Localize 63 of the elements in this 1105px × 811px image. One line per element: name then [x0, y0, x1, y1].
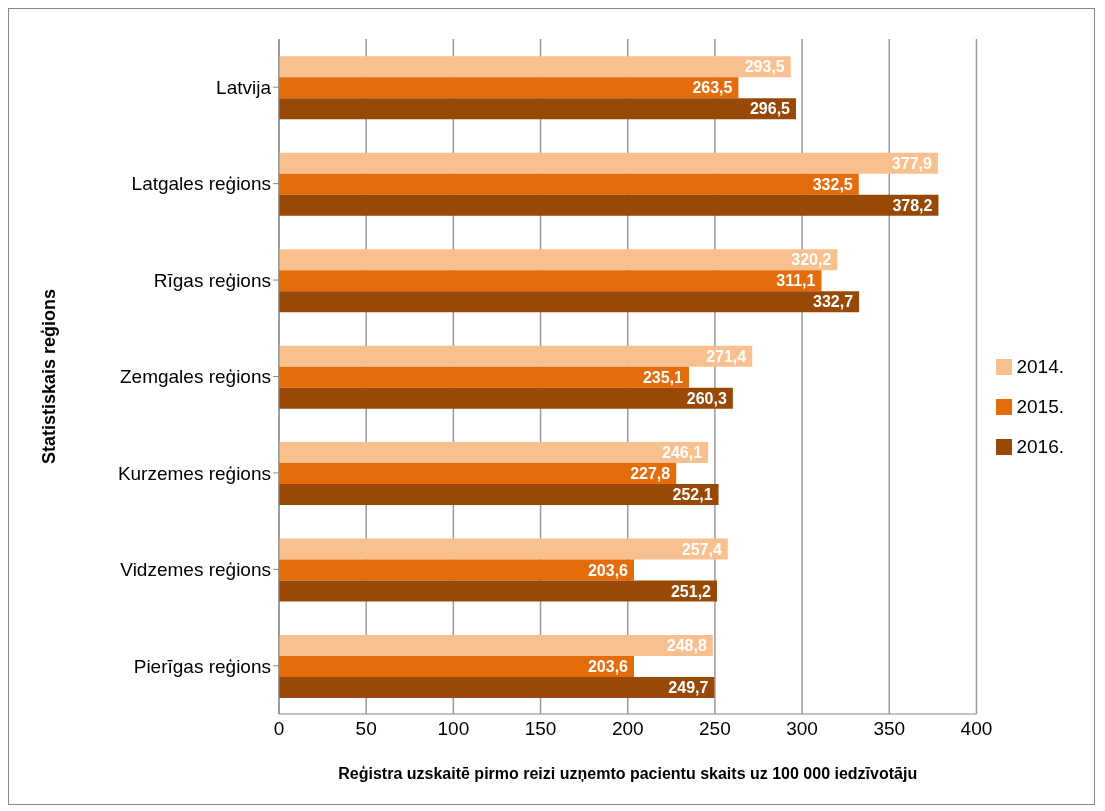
bar	[279, 249, 838, 271]
bar	[279, 291, 860, 313]
x-tick-label: 250	[699, 718, 731, 740]
x-tick-label: 400	[960, 718, 993, 740]
bar	[279, 442, 709, 464]
data-label: 248,8	[666, 637, 707, 655]
data-label: 257,4	[681, 540, 722, 558]
data-label: 263,5	[692, 79, 733, 97]
data-label: 203,6	[587, 658, 629, 676]
data-label: 320,2	[791, 251, 832, 269]
x-tick-label: 0	[273, 718, 285, 740]
x-tick-label: 200	[611, 718, 644, 740]
y-tick-label: Rīgas reģions	[153, 269, 271, 291]
bar	[279, 152, 938, 174]
y-tick-label: Latgales reģions	[131, 173, 271, 195]
data-label: 293,5	[744, 58, 785, 76]
bar	[279, 559, 634, 581]
bar	[279, 345, 753, 367]
data-label: 249,7	[668, 679, 709, 697]
bar	[279, 676, 715, 698]
data-label: 332,5	[812, 175, 853, 193]
bar	[279, 270, 822, 292]
legend-label: 2016.	[1016, 435, 1064, 457]
y-tick-label: Pierīgas reģions	[133, 655, 271, 677]
data-label: 203,6	[587, 561, 629, 579]
x-tick-label: 100	[437, 718, 470, 740]
bar	[279, 655, 634, 677]
data-label: 260,3	[686, 389, 727, 407]
x-tick-label: 300	[786, 718, 818, 740]
y-tick-label: Vidzemes reģions	[120, 559, 271, 581]
x-tick-label: 350	[873, 718, 906, 740]
bar	[279, 173, 859, 195]
bar	[279, 366, 689, 388]
data-label: 296,5	[749, 100, 791, 118]
y-axis-title: Statistiskais reģions	[39, 288, 60, 465]
bar	[279, 98, 796, 120]
data-label: 378,2	[892, 196, 933, 214]
legend-label: 2014.	[1016, 355, 1064, 377]
data-label: 252,1	[672, 486, 713, 504]
bar	[279, 194, 939, 216]
bar	[279, 580, 717, 602]
data-label: 332,7	[813, 293, 854, 311]
data-label: 227,8	[630, 465, 671, 483]
data-label: 271,4	[706, 347, 747, 365]
y-tick-label: Zemgales reģions	[119, 366, 271, 388]
bar	[279, 634, 713, 656]
legend-label: 2015.	[1016, 395, 1064, 417]
bar	[279, 77, 739, 99]
x-axis-title: Reģistra uzskaitē pirmo reizi uzņemto pacientu skaits uz 100 000 iedzīvotāju	[338, 765, 918, 782]
data-label: 251,2	[670, 582, 712, 600]
y-tick-label: Latvija	[216, 76, 272, 98]
bar	[279, 538, 728, 560]
bar	[279, 484, 719, 506]
x-tick-label: 150	[524, 718, 557, 740]
data-label: 311,1	[776, 272, 816, 290]
data-label: 377,9	[891, 154, 933, 172]
bar	[279, 387, 733, 409]
bar	[279, 463, 677, 485]
x-tick-label: 50	[355, 718, 377, 740]
bar	[279, 56, 791, 78]
y-tick-label: Kurzemes reģions	[117, 462, 271, 484]
data-label: 235,1	[642, 368, 684, 386]
data-label: 246,1	[662, 444, 703, 462]
